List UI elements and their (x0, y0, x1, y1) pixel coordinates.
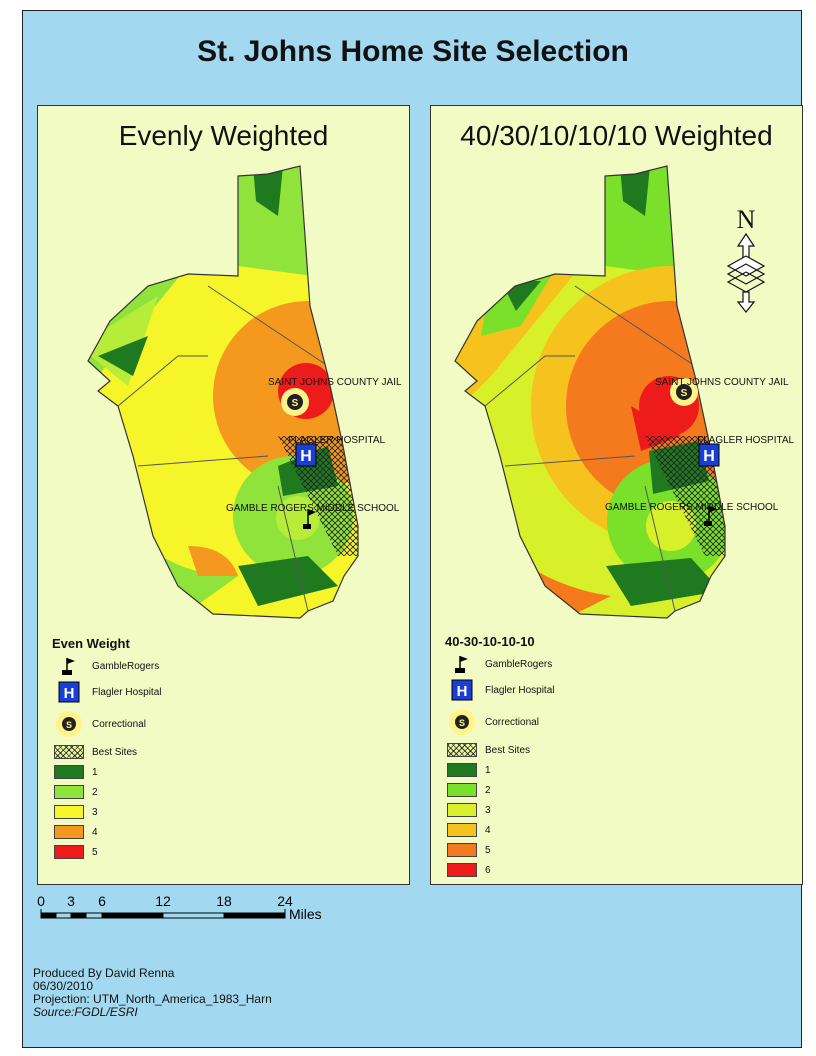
right-legend-title: 40-30-10-10-10 (445, 634, 535, 649)
hatch-swatch (54, 745, 84, 759)
left-map: S H SAINT JOHNS COUNTY JAIL FLAGLER HOSP… (87, 165, 402, 619)
right-legend-class: 5 (445, 841, 554, 859)
correctional-icon: S (449, 709, 475, 735)
map-credits: Produced By David Renna 06/30/2010 Proje… (33, 966, 272, 1019)
left-map-panel: Evenly Weighted (37, 105, 410, 885)
scale-bar: 0 3 6 12 18 24 Miles (37, 893, 322, 922)
jail-correctional-icon: S (281, 388, 309, 416)
left-jail-label: SAINT JOHNS COUNTY JAIL (268, 377, 402, 388)
right-legend-class: 2 (445, 781, 554, 799)
school-flag-icon (704, 506, 717, 526)
right-legend-gamble: GambleRogers (445, 655, 554, 673)
hospital-icon: H (451, 679, 473, 701)
right-legend-correctional: S Correctional (445, 709, 554, 735)
north-arrow-icon: N (726, 205, 766, 313)
svg-text:18: 18 (216, 893, 232, 909)
right-legend-class: 4 (445, 821, 554, 839)
left-legend-class: 4 (52, 823, 161, 841)
right-legend-hospital: H Flagler Hospital (445, 679, 554, 701)
hospital-icon: H (58, 681, 80, 703)
school-flag-icon (303, 509, 316, 529)
jail-correctional-icon: S (670, 378, 698, 406)
right-legend-best: Best Sites (445, 741, 554, 759)
right-map-panel: 40/30/10/10/10 Weighted (430, 105, 803, 885)
left-legend-class: 1 (52, 763, 161, 781)
svg-text:0: 0 (37, 893, 45, 909)
map-sheet: St. Johns Home Site Selection Evenly Wei… (22, 10, 803, 1048)
hatch-swatch (447, 743, 477, 757)
correctional-icon: S (56, 711, 82, 737)
svg-text:H: H (457, 683, 468, 700)
svg-text:N: N (737, 205, 756, 234)
left-legend-gamble: GambleRogers (52, 657, 161, 675)
svg-text:S: S (66, 720, 72, 730)
right-legend-class: 1 (445, 761, 554, 779)
right-jail-label: SAINT JOHNS COUNTY JAIL (655, 377, 789, 388)
right-map: S H SAINT JOHNS COUNTY JAIL FLAGLER HOSP… (454, 165, 795, 619)
svg-text:3: 3 (67, 893, 75, 909)
flag-icon (62, 658, 75, 675)
page-title: St. Johns Home Site Selection (197, 35, 629, 68)
left-school-label: GAMBLE ROGERS MIDDLE SCHOOL (226, 503, 400, 514)
left-hospital-label: FLAGLER HOSPITAL (288, 435, 386, 446)
right-school-label: GAMBLE ROGERS MIDDLE SCHOOL (605, 502, 779, 513)
left-legend: Even Weight GambleRogers H Flagler Hospi… (52, 636, 161, 863)
left-legend-title: Even Weight (52, 636, 130, 651)
left-legend-hospital: H Flagler Hospital (52, 681, 161, 703)
scale-unit: Miles (289, 906, 322, 922)
left-legend-class: 5 (52, 843, 161, 861)
svg-text:12: 12 (155, 893, 171, 909)
left-map-title: Evenly Weighted (118, 120, 329, 151)
svg-text:S: S (292, 398, 299, 409)
right-legend-class: 3 (445, 801, 554, 819)
svg-text:H: H (703, 448, 715, 465)
left-legend-class: 2 (52, 783, 161, 801)
hospital-icon: H (698, 443, 720, 467)
left-legend-best: Best Sites (52, 743, 161, 761)
svg-text:S: S (681, 388, 688, 399)
right-map-title: 40/30/10/10/10 Weighted (460, 120, 773, 151)
right-hospital-label: FLAGLER HOSPITAL (697, 435, 795, 446)
right-legend: 40-30-10-10-10 GambleRogers H Flagler Ho… (445, 634, 554, 881)
svg-text:24: 24 (277, 893, 293, 909)
svg-text:S: S (459, 718, 465, 728)
svg-text:6: 6 (98, 893, 106, 909)
hospital-icon: H (295, 443, 317, 467)
right-legend-class: 6 (445, 861, 554, 879)
flag-icon (455, 656, 468, 673)
left-legend-correctional: S Correctional (52, 711, 161, 737)
svg-text:H: H (300, 448, 312, 465)
left-legend-class: 3 (52, 803, 161, 821)
svg-text:H: H (64, 685, 75, 702)
